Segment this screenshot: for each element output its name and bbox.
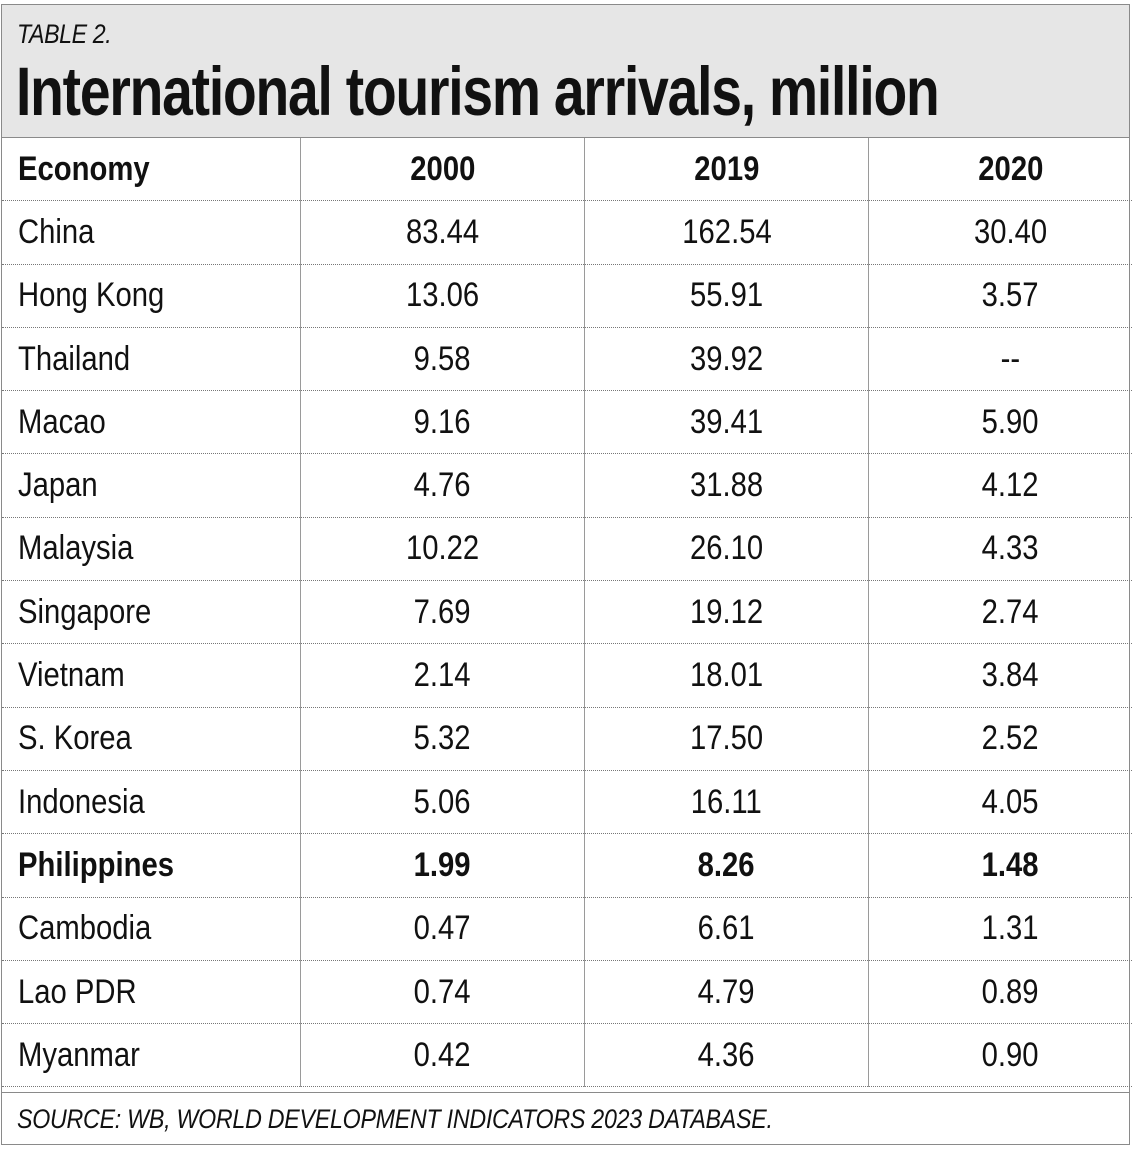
cell-2000: 0.74 <box>300 960 585 1025</box>
cell-2019: 8.26 <box>584 833 869 898</box>
cell-2019: 16.11 <box>584 770 869 835</box>
cell-2019: 18.01 <box>584 643 869 708</box>
table-row: Japan 4.76 31.88 4.12 <box>2 453 1133 518</box>
cell-2000: 5.32 <box>300 707 585 771</box>
cell-economy: Philippines <box>2 833 301 898</box>
cell-2020: 3.57 <box>868 264 1133 328</box>
cell-2000: 9.16 <box>300 390 585 455</box>
cell-2019: 26.10 <box>584 517 869 582</box>
cell-2000: 13.06 <box>300 264 585 328</box>
table-row: Vietnam 2.14 18.01 3.84 <box>2 643 1133 708</box>
table-title: International tourism arrivals, million <box>16 53 940 130</box>
cell-economy: Macao <box>2 390 301 455</box>
cell-2020: 4.33 <box>868 517 1133 582</box>
table-figure: TABLE 2. International tourism arrivals,… <box>1 4 1133 1145</box>
cell-economy: Japan <box>2 453 301 518</box>
table-row: Lao PDR 0.74 4.79 0.89 <box>2 960 1133 1025</box>
table-row: Singapore 7.69 19.12 2.74 <box>2 580 1133 645</box>
source-note: SOURCE: WB, WORLD DEVELOPMENT INDICATORS… <box>17 1104 773 1134</box>
cell-2019: 39.41 <box>584 390 869 455</box>
cell-economy: Hong Kong <box>2 264 301 328</box>
table-row: S. Korea 5.32 17.50 2.52 <box>2 707 1133 771</box>
cell-economy: Indonesia <box>2 770 301 835</box>
column-header-row: Economy 2000 2019 2020 <box>2 138 1133 202</box>
cell-economy: S. Korea <box>2 707 301 771</box>
table-row: Indonesia 5.06 16.11 4.05 <box>2 770 1133 835</box>
column-header-2019: 2019 <box>584 138 869 202</box>
cell-2000: 1.99 <box>300 833 585 898</box>
table-label: TABLE 2. <box>17 19 112 49</box>
table-row: China 83.44 162.54 30.40 <box>2 200 1133 265</box>
cell-2020: -- <box>868 327 1133 392</box>
table-row: Cambodia 0.47 6.61 1.31 <box>2 897 1133 961</box>
cell-2000: 0.47 <box>300 897 585 961</box>
cell-2019: 55.91 <box>584 264 869 328</box>
table-footer: SOURCE: WB, WORLD DEVELOPMENT INDICATORS… <box>2 1092 1129 1144</box>
cell-2019: 4.36 <box>584 1023 869 1088</box>
cell-2020: 2.74 <box>868 580 1133 645</box>
cell-2020: 3.84 <box>868 643 1133 708</box>
cell-2019: 39.92 <box>584 327 869 392</box>
cell-2020: 1.31 <box>868 897 1133 961</box>
cell-2019: 31.88 <box>584 453 869 518</box>
cell-2019: 19.12 <box>584 580 869 645</box>
cell-2000: 4.76 <box>300 453 585 518</box>
column-header-economy: Economy <box>2 138 301 202</box>
column-header-2020: 2020 <box>868 138 1133 202</box>
cell-2020: 2.52 <box>868 707 1133 771</box>
cell-2020: 0.89 <box>868 960 1133 1025</box>
cell-2020: 5.90 <box>868 390 1133 455</box>
table-row: Philippines 1.99 8.26 1.48 <box>2 833 1133 898</box>
cell-economy: Lao PDR <box>2 960 301 1025</box>
cell-2000: 7.69 <box>300 580 585 645</box>
cell-2020: 30.40 <box>868 200 1133 265</box>
table-body: China 83.44 162.54 30.40 Hong Kong 13.06 55.91… <box>2 200 1133 1088</box>
column-header-2000: 2000 <box>300 138 585 202</box>
cell-2000: 0.42 <box>300 1023 585 1088</box>
cell-economy: Thailand <box>2 327 301 392</box>
cell-economy: Singapore <box>2 580 301 645</box>
table-row: Myanmar 0.42 4.36 0.90 <box>2 1023 1133 1088</box>
table-row: Thailand 9.58 39.92 -- <box>2 327 1133 392</box>
cell-2019: 17.50 <box>584 707 869 771</box>
cell-2019: 162.54 <box>584 200 869 265</box>
cell-economy: Myanmar <box>2 1023 301 1088</box>
cell-2000: 9.58 <box>300 327 585 392</box>
cell-economy: Cambodia <box>2 897 301 961</box>
cell-2020: 4.12 <box>868 453 1133 518</box>
table-row: Hong Kong 13.06 55.91 3.57 <box>2 264 1133 328</box>
tourism-arrivals-table: Economy 2000 2019 2020 China 83.44 162.54 3… <box>2 138 1133 1088</box>
table-row: Malaysia 10.22 26.10 4.33 <box>2 517 1133 582</box>
cell-2000: 10.22 <box>300 517 585 582</box>
table-header-band: TABLE 2. International tourism arrivals,… <box>2 5 1129 138</box>
cell-economy: Malaysia <box>2 517 301 582</box>
cell-2020: 1.48 <box>868 833 1133 898</box>
cell-economy: China <box>2 200 301 265</box>
cell-2000: 83.44 <box>300 200 585 265</box>
cell-2019: 4.79 <box>584 960 869 1025</box>
cell-economy: Vietnam <box>2 643 301 708</box>
table-row: Macao 9.16 39.41 5.90 <box>2 390 1133 455</box>
cell-2019: 6.61 <box>584 897 869 961</box>
cell-2000: 2.14 <box>300 643 585 708</box>
cell-2000: 5.06 <box>300 770 585 835</box>
cell-2020: 4.05 <box>868 770 1133 835</box>
cell-2020: 0.90 <box>868 1023 1133 1088</box>
